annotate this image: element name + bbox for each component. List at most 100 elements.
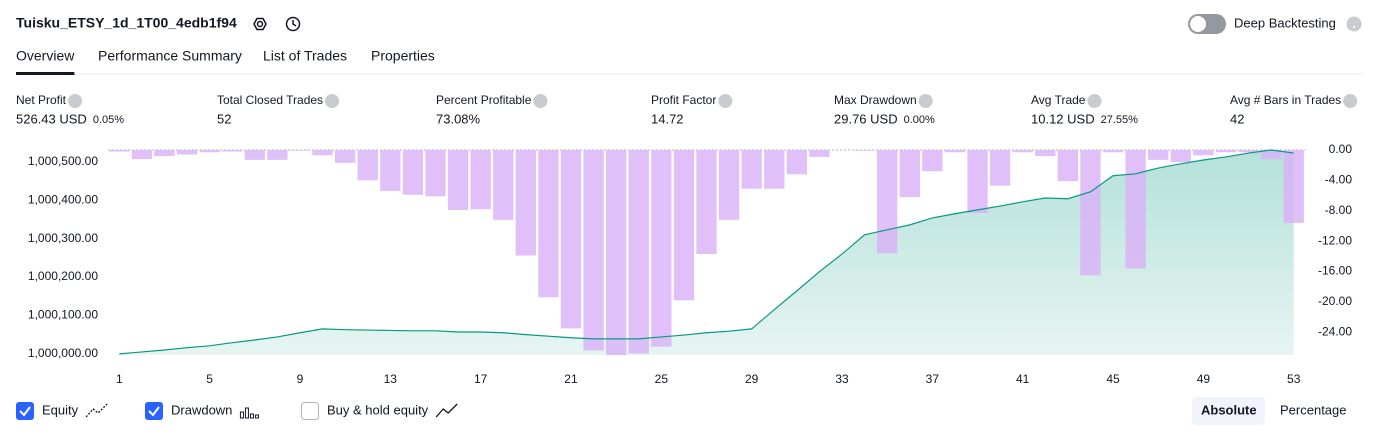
drawdown-bar	[425, 150, 446, 197]
stat-value: 52	[217, 111, 231, 126]
stat-value: 42	[1230, 111, 1244, 126]
drawdown-bar	[989, 150, 1011, 186]
drawdown-bar	[1170, 150, 1191, 163]
deep-backtesting-toggle[interactable]	[1188, 14, 1226, 34]
y2-tick-label: -20.00	[1318, 294, 1352, 308]
settings-icon[interactable]	[253, 17, 267, 31]
checkmark	[19, 406, 31, 417]
drawdown-bar	[1057, 150, 1079, 182]
x-tick-label: 41	[1016, 372, 1030, 386]
info-icon	[1087, 94, 1102, 108]
checkbox[interactable]	[145, 402, 163, 420]
drawdown-bar	[1193, 150, 1214, 156]
drawdown-bar	[470, 150, 491, 210]
x-tick-label: 17	[474, 372, 488, 386]
help-icon[interactable]	[1346, 16, 1362, 32]
tab-divider	[16, 73, 1362, 75]
legend-label: Drawdown	[171, 402, 232, 417]
tab[interactable]: Overview	[16, 48, 75, 64]
info-icon	[1343, 94, 1358, 108]
legend-icon	[244, 407, 249, 419]
x-tick-label: 33	[835, 372, 849, 386]
drawdown-bar	[222, 150, 243, 152]
drawdown-bar	[447, 150, 469, 210]
stat-value: 526.43 USD	[16, 111, 87, 126]
drawdown-bar	[944, 150, 966, 153]
y-tick-label: 1,000,100.00	[28, 308, 98, 322]
toggle-label: Deep Backtesting	[1234, 15, 1336, 30]
drawdown-bar	[1260, 150, 1282, 160]
x-tick-label: 49	[1197, 372, 1211, 386]
mode-button[interactable]: Absolute	[1201, 402, 1257, 417]
stat-label: Avg Trade	[1031, 93, 1086, 107]
info-icon	[68, 94, 83, 108]
drawdown-bar	[312, 150, 333, 156]
info-icon	[533, 94, 548, 108]
stat-label: Percent Profitable	[436, 93, 532, 107]
drawdown-bar	[267, 150, 288, 160]
tab[interactable]: Performance Summary	[98, 48, 242, 64]
mode-button[interactable]: Percentage	[1280, 402, 1347, 417]
drawdown-bar	[696, 150, 717, 255]
strategy-title: Tuisku_ETSY_1d_1T00_4edb1f94	[16, 15, 237, 31]
y-tick-label: 1,000,300.00	[28, 231, 98, 245]
y-tick-label: 1,000,000.00	[28, 346, 98, 360]
info-icon	[918, 94, 933, 108]
legend-label: Buy & hold equity	[327, 402, 429, 417]
drawdown-bar	[1012, 150, 1033, 153]
drawdown-bar	[493, 150, 514, 220]
legend-icon	[254, 414, 259, 419]
drawdown-bar	[786, 150, 808, 175]
drawdown-bar	[380, 150, 401, 191]
legend-label: Equity	[42, 402, 79, 417]
tab-underline	[16, 72, 75, 75]
y2-tick-label: -8.00	[1325, 203, 1353, 217]
checkbox[interactable]	[301, 402, 319, 420]
equity-line	[119, 149, 1294, 355]
drawdown-bar	[1283, 150, 1304, 223]
tab[interactable]: Properties	[371, 48, 435, 64]
drawdown-bar	[809, 150, 830, 157]
x-tick-label: 13	[384, 372, 398, 386]
stat-value: 73.08%	[436, 111, 481, 126]
drawdown-bar	[764, 150, 785, 189]
stat-label: Max Drawdown	[834, 93, 917, 107]
stat-label: Total Closed Trades	[217, 93, 323, 107]
drawdown-bar	[583, 150, 604, 351]
legend-icon	[239, 411, 244, 419]
y2-tick-label: -24.00	[1318, 324, 1352, 338]
checkbox[interactable]	[16, 402, 34, 420]
y-tick-label: 1,000,500.00	[28, 154, 98, 168]
stat-value: 14.72	[651, 111, 684, 126]
x-tick-label: 37	[926, 372, 940, 386]
drawdown-bar	[402, 150, 424, 195]
y-tick-label: 1,000,200.00	[28, 269, 98, 283]
drawdown-bar	[1102, 150, 1124, 153]
stat-percent: 0.00%	[904, 114, 935, 126]
drawdown-bar	[605, 150, 627, 355]
drawdown-bar	[673, 150, 695, 301]
drawdown-bar	[628, 150, 649, 354]
drawdown-bar	[560, 150, 582, 329]
drawdown-bar	[154, 150, 175, 157]
drawdown-bar	[899, 150, 920, 198]
drawdown-bar	[244, 150, 265, 160]
stat-label: Net Profit	[16, 93, 67, 107]
stat-value: 10.12 USD	[1031, 111, 1095, 126]
drawdown-bar	[131, 150, 153, 160]
x-tick-label: 1	[116, 372, 123, 386]
tab[interactable]: List of Trades	[263, 48, 347, 64]
x-tick-label: 25	[655, 372, 669, 386]
replay-icon[interactable]	[285, 16, 301, 32]
drawdown-bar	[289, 150, 311, 151]
drawdown-bar	[1148, 150, 1169, 160]
legend-icon	[435, 403, 458, 418]
checkmark	[148, 406, 160, 417]
drawdown-bar	[357, 150, 378, 181]
drawdown-bar	[854, 150, 875, 151]
drawdown-bar	[1238, 150, 1259, 153]
legend-icon	[249, 413, 254, 419]
info-icon	[718, 94, 733, 108]
drawdown-bar	[1035, 150, 1056, 157]
legend-icon	[85, 403, 108, 418]
